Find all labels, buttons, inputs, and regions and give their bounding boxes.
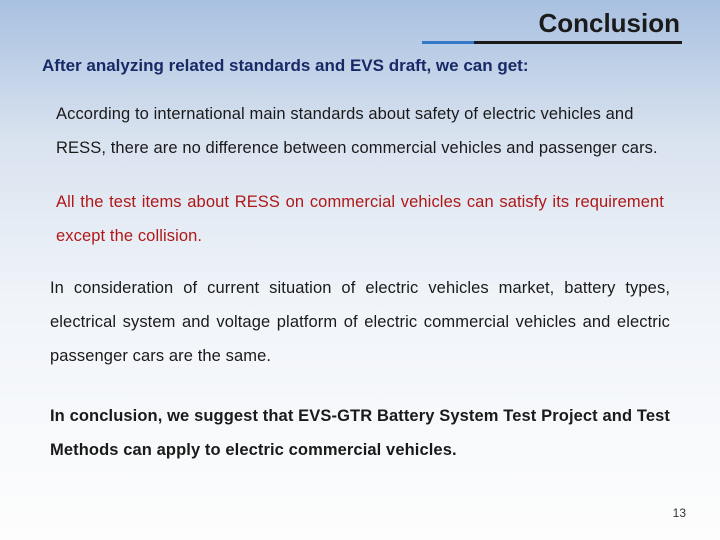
paragraph-1: According to international main standard… bbox=[56, 98, 664, 166]
intro-line: After analyzing related standards and EV… bbox=[42, 56, 678, 76]
slide-title-block: Conclusion bbox=[422, 8, 682, 44]
title-underline bbox=[422, 41, 682, 44]
paragraph-4-conclusion: In conclusion, we suggest that EVS-GTR B… bbox=[50, 400, 670, 468]
page-number: 13 bbox=[673, 506, 686, 520]
slide-title: Conclusion bbox=[422, 8, 682, 39]
paragraph-2-highlight: All the test items about RESS on commerc… bbox=[56, 186, 664, 254]
paragraph-3: In consideration of current situation of… bbox=[50, 272, 670, 373]
